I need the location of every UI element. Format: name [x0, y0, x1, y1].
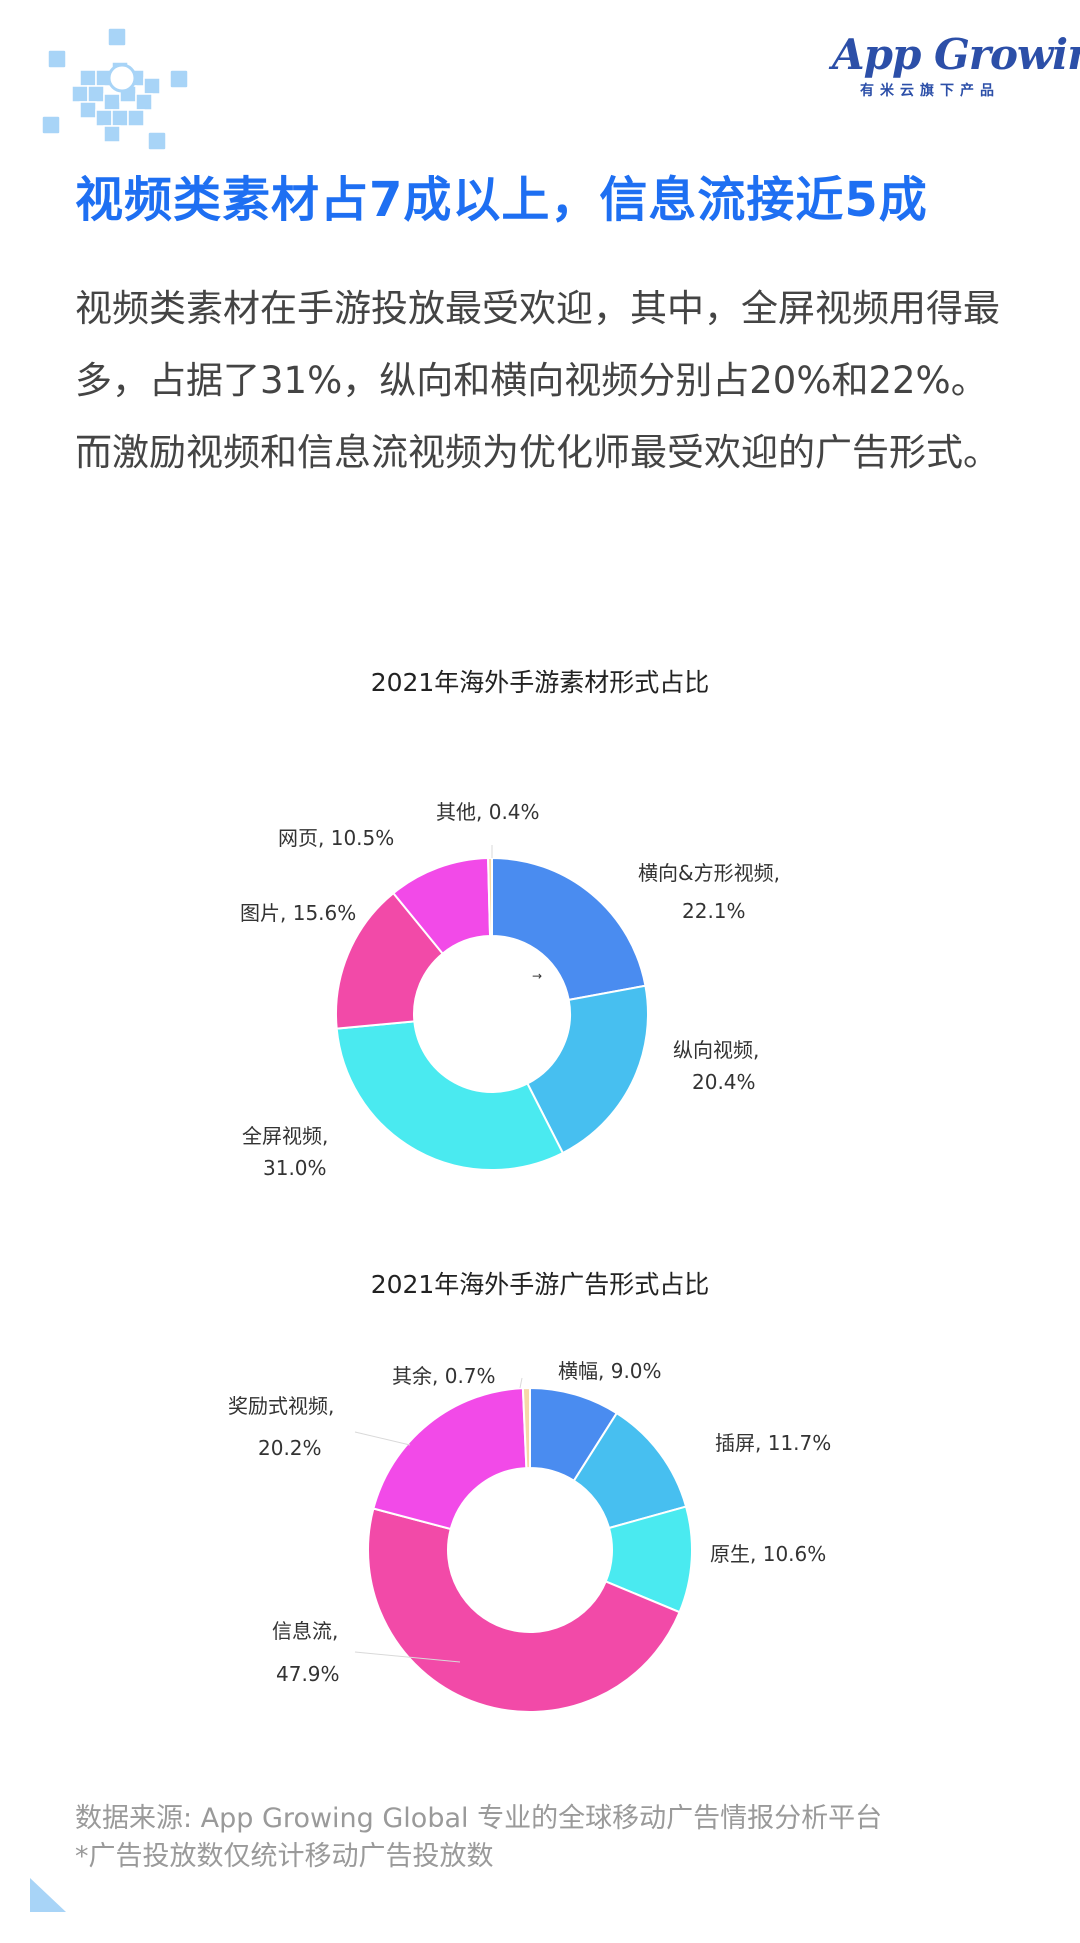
corner-triangle-icon [30, 1878, 66, 1912]
slice-label-other: 其他, 0.4% [436, 800, 540, 824]
footer-source: 数据来源: App Growing Global 专业的全球移动广告情报分析平台 [75, 1803, 883, 1834]
slice-value-rewarded: 20.2% [258, 1436, 322, 1460]
brand-logo: App Growing 有米云旗下产品 [832, 30, 1080, 100]
slice-label-feed: 信息流, [272, 1619, 339, 1643]
donut-slice-5 [487, 856, 493, 938]
slice-label-portrait: 纵向视频, [673, 1038, 760, 1062]
donut-chart-material [335, 845, 649, 1171]
slice-value-fullscreen: 31.0% [263, 1156, 327, 1180]
slice-value-feed: 47.9% [276, 1662, 340, 1686]
cube-decoration-icon [41, 27, 189, 151]
slice-label-image: 图片, 15.6% [240, 901, 357, 925]
footer-note: *广告投放数仅统计移动广告投放数 [75, 1841, 494, 1872]
brand-name: App Growing [832, 30, 1080, 79]
footer: 数据来源: App Growing Global 专业的全球移动广告情报分析平台… [75, 1800, 882, 1876]
slice-value-portrait: 20.4% [692, 1070, 756, 1094]
center-arrow-icon: → [532, 969, 543, 983]
slice-label-rewarded: 奖励式视频, [228, 1394, 335, 1418]
leader-line-0 [354, 1431, 411, 1446]
slice-label-native: 原生, 10.6% [710, 1542, 827, 1566]
slice-label-webpage: 网页, 10.5% [278, 826, 395, 850]
chart-title: 2021年海外手游素材形式占比 [370, 668, 710, 697]
slice-label-rest: 其余, 0.7% [392, 1364, 496, 1388]
slice-label-banner: 横幅, 9.0% [558, 1359, 662, 1383]
donut-slice-4 [372, 1387, 528, 1531]
leader-line-1 [354, 1651, 461, 1663]
body-paragraph: 视频类素材在手游投放最受欢迎，其中，全屏视频用得最多，占据了31%，纵向和横向视… [75, 287, 1000, 474]
chart-title: 2021年海外手游广告形式占比 [370, 1270, 710, 1299]
brand-tagline: 有米云旗下产品 [860, 83, 1000, 99]
slice-label-fullscreen: 全屏视频, [242, 1124, 329, 1148]
slice-value-landscape: 22.1% [682, 899, 746, 923]
donut-slice-0 [491, 856, 647, 1002]
donut-chart-ad [354, 1377, 693, 1713]
donut-slice-2 [335, 1020, 565, 1171]
slice-label-interstitial: 插屏, 11.7% [715, 1431, 832, 1455]
donut-slice-5 [521, 1386, 531, 1470]
slice-label-landscape: 横向&方形视频, [638, 861, 780, 885]
page-heading: 视频类素材占7成以上，信息流接近5成 [75, 172, 928, 228]
chart-ad-format: 2021年海外手游广告形式占比 横幅, 9.0% 插屏, 11.7% 原生, 1… [0, 1260, 1080, 1740]
donut-slice-1 [526, 984, 649, 1155]
leader-line-2 [519, 1377, 523, 1389]
chart-material-format: 2021年海外手游素材形式占比 横向&方形视频, 22.1% 纵向视频, 20.… [0, 650, 1080, 1210]
